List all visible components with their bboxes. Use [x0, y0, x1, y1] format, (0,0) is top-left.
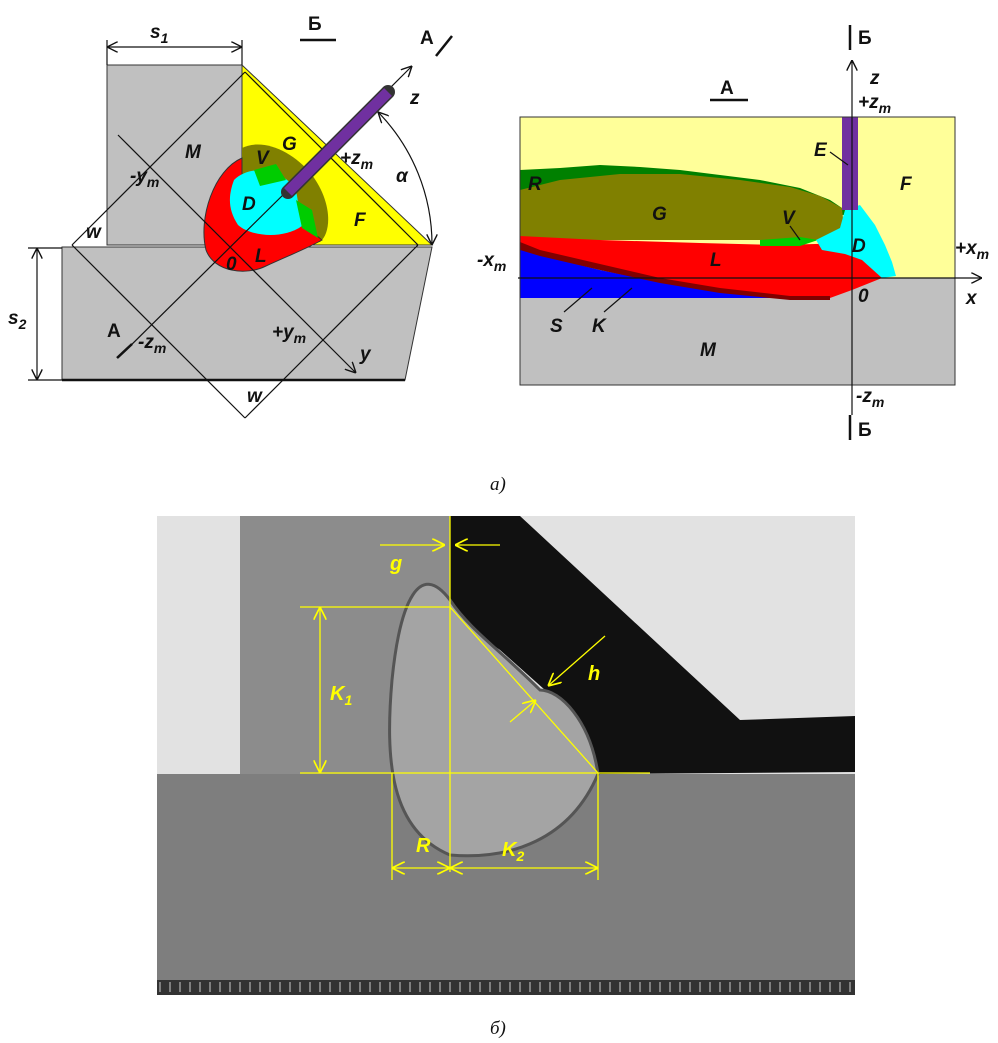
- label: Б: [858, 28, 872, 49]
- label: +xm: [955, 238, 989, 262]
- label: V: [256, 148, 270, 169]
- label: m: [154, 340, 166, 356]
- label: 0: [226, 254, 237, 275]
- label: А: [720, 78, 734, 99]
- electrode: [842, 117, 858, 210]
- label: +y: [272, 322, 295, 343]
- caption: б): [490, 1018, 506, 1039]
- label: -y: [130, 166, 148, 187]
- label: g: [389, 553, 402, 575]
- label: D: [852, 236, 866, 257]
- label: m: [147, 174, 159, 190]
- label: E: [814, 140, 828, 161]
- label: +zm: [340, 148, 373, 172]
- label: V: [782, 208, 796, 229]
- label: m: [294, 330, 306, 346]
- label: m: [977, 246, 989, 262]
- label: m: [879, 100, 891, 116]
- label: -z: [856, 386, 872, 407]
- label: w: [86, 222, 102, 243]
- label: 1: [344, 692, 352, 708]
- label: h: [588, 663, 600, 685]
- label: F: [900, 174, 913, 195]
- label: Б: [858, 420, 872, 441]
- figure: s1 Б А z M V G -ym +zm α D F w 0 L s2 А …: [0, 0, 998, 1043]
- label: S: [550, 316, 563, 337]
- label: z: [869, 68, 880, 89]
- label: R: [416, 835, 431, 857]
- label: G: [282, 134, 297, 155]
- label: m: [872, 394, 884, 410]
- label: +z: [858, 92, 879, 113]
- label: 1: [161, 30, 169, 46]
- label: s: [8, 308, 19, 329]
- label: M: [185, 142, 202, 163]
- cross-section: s1 Б А z M V G -ym +zm α D F w 0 L s2 А …: [8, 14, 452, 418]
- label: 2: [18, 316, 27, 332]
- label: s: [150, 22, 161, 43]
- label: m: [494, 258, 506, 274]
- label: -xm: [477, 250, 506, 274]
- section-mark: [436, 36, 452, 56]
- label: -z: [138, 332, 154, 353]
- label: x: [965, 288, 978, 309]
- label: R: [528, 174, 542, 195]
- label: y: [359, 344, 372, 365]
- label: +z: [340, 148, 361, 169]
- label: L: [710, 250, 722, 271]
- longitudinal-section: Б А z +zm E F R G V D +xm -xm L 0 x S K …: [477, 25, 989, 441]
- label: w: [247, 386, 263, 407]
- label: 2: [515, 848, 524, 864]
- label: -zm: [856, 386, 884, 410]
- label: А: [107, 321, 121, 342]
- label: -x: [477, 250, 495, 271]
- label: K: [592, 316, 607, 337]
- label: D: [242, 194, 256, 215]
- label: m: [361, 156, 373, 172]
- label: F: [354, 210, 367, 231]
- label: +x: [955, 238, 978, 259]
- label: 0: [858, 286, 869, 307]
- label: α: [396, 166, 409, 187]
- macrosection: g h K1 R K2: [157, 516, 855, 995]
- label: L: [255, 246, 267, 267]
- label: M: [700, 340, 717, 361]
- label: +zm: [858, 92, 891, 116]
- caption: а): [490, 474, 506, 495]
- label: Б: [308, 14, 322, 35]
- label: s1: [150, 22, 169, 46]
- label: G: [652, 204, 667, 225]
- label: А: [420, 28, 434, 49]
- label: s2: [8, 308, 27, 332]
- label: z: [409, 88, 420, 109]
